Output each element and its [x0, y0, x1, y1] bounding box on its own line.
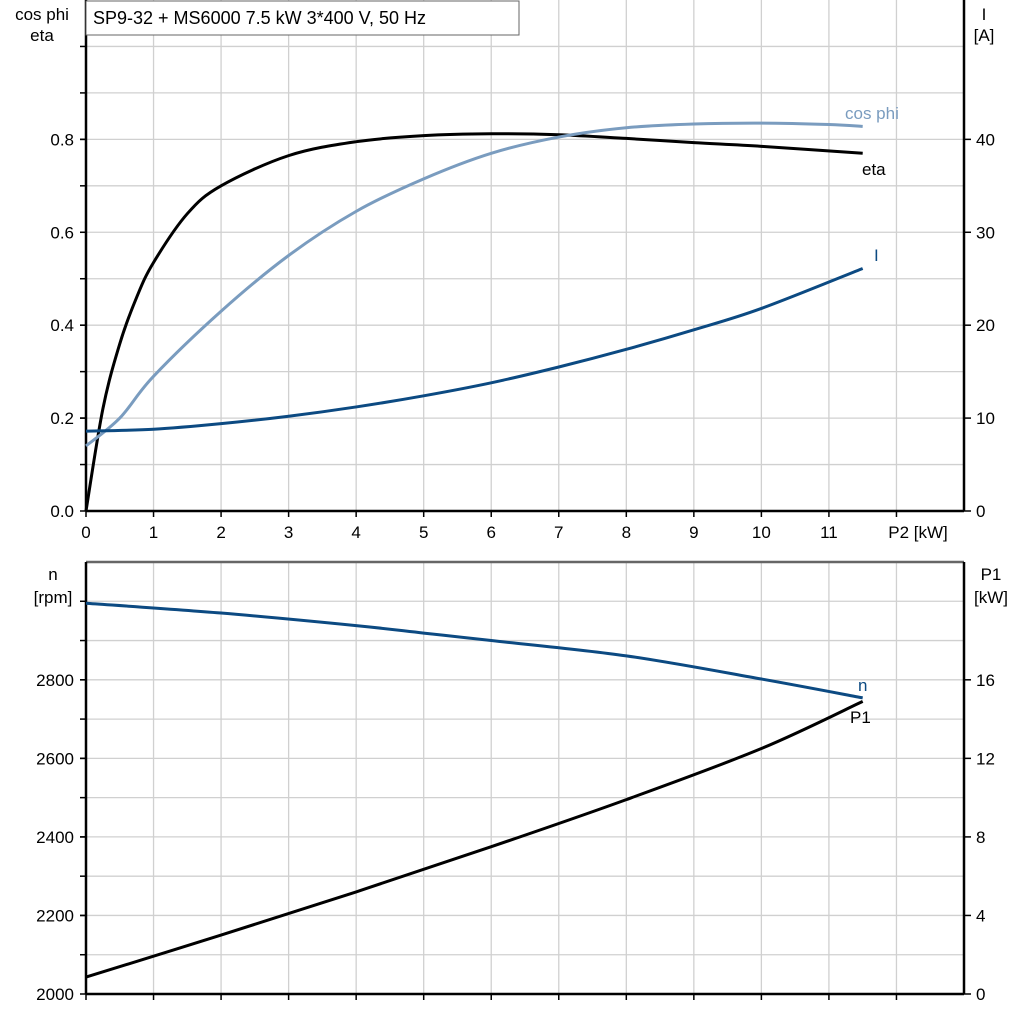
right-tick-label: 8	[976, 828, 985, 847]
series-label-eta: eta	[862, 160, 886, 179]
bottom-right-axis-label-2: [kW]	[974, 588, 1008, 607]
x-tick-label: 1	[149, 523, 158, 542]
series-line-cos-phi	[85, 121, 863, 448]
left-tick-label: 0.2	[50, 409, 74, 428]
top-right-axis-label-1: I	[982, 5, 987, 24]
series-line-eta	[84, 132, 863, 512]
series-line-p1	[85, 700, 864, 979]
x-tick-label: 4	[351, 523, 360, 542]
left-tick-label: 0.6	[50, 223, 74, 242]
series-line-n	[85, 601, 863, 700]
title-box	[85, 0, 520, 36]
x-tick-label: 7	[554, 523, 563, 542]
x-tick-label: 10	[752, 523, 771, 542]
left-tick-label: 0.4	[50, 316, 74, 335]
series-label-cos-phi: cos phi	[845, 104, 899, 123]
left-tick-label: 2800	[36, 671, 74, 690]
bottom-right-axis-label-1: P1	[981, 565, 1002, 584]
x-tick-label: 3	[284, 523, 293, 542]
x-tick-label: 8	[622, 523, 631, 542]
left-tick-label: 0.8	[50, 130, 74, 149]
series-label-i: I	[874, 246, 879, 265]
left-tick-label: 2200	[36, 906, 74, 925]
x-tick-label: 2	[216, 523, 225, 542]
top-left-axis-label-2: eta	[30, 26, 54, 45]
top-right-axis-label-2: [A]	[974, 26, 995, 45]
left-tick-label: 2600	[36, 749, 74, 768]
right-tick-label: 20	[976, 316, 995, 335]
x-tick-label: 5	[419, 523, 428, 542]
x-axis-label: P2 [kW]	[888, 523, 948, 542]
right-tick-label: 30	[976, 223, 995, 242]
right-tick-label: 12	[976, 749, 995, 768]
x-tick-label: 6	[486, 523, 495, 542]
left-tick-label: 0.0	[50, 502, 74, 521]
series-label-p1: P1	[850, 708, 871, 727]
right-tick-label: 40	[976, 130, 995, 149]
right-tick-label: 0	[976, 502, 985, 521]
bottom-left-axis-label-2: [rpm]	[34, 588, 73, 607]
x-tick-label: 9	[689, 523, 698, 542]
chart-title: SP9-32 + MS6000 7.5 kW 3*400 V, 50 Hz	[93, 8, 426, 28]
x-tick-label: 0	[81, 523, 90, 542]
bottom-left-axis-label-1: n	[48, 565, 57, 584]
right-tick-label: 10	[976, 409, 995, 428]
series-line-i	[85, 267, 864, 433]
left-tick-label: 2400	[36, 828, 74, 847]
right-tick-label: 16	[976, 671, 995, 690]
top-left-axis-label-1: cos phi	[15, 5, 69, 24]
left-tick-label: 2000	[36, 985, 74, 1004]
x-tick-label: 11	[820, 523, 838, 542]
right-tick-label: 4	[976, 906, 985, 925]
series-label-n: n	[858, 676, 867, 695]
right-tick-label: 0	[976, 985, 985, 1004]
